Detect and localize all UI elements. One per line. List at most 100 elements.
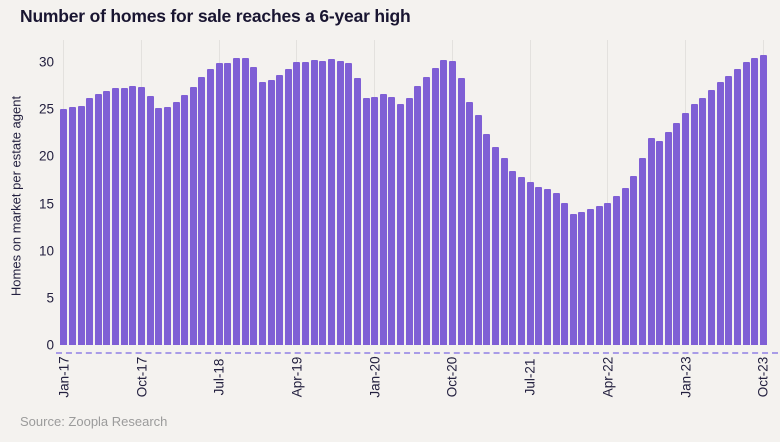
- bar: [552, 193, 560, 345]
- bar: [112, 88, 120, 345]
- bar: [509, 170, 517, 345]
- bar: [155, 108, 163, 345]
- bar: [138, 86, 146, 345]
- bar: [353, 78, 361, 345]
- x-tick-label: Apr-22: [600, 356, 616, 398]
- bar: [759, 54, 767, 345]
- y-tick-label: 25: [38, 101, 54, 117]
- bar: [215, 62, 223, 345]
- bar: [198, 77, 206, 345]
- bar: [699, 97, 707, 345]
- y-tick-label: 20: [38, 148, 54, 164]
- bar: [751, 58, 759, 345]
- bar: [621, 187, 629, 345]
- x-tick-label: Jan-20: [367, 356, 383, 398]
- bar: [725, 76, 733, 345]
- bar: [250, 66, 258, 345]
- bar: [103, 91, 111, 345]
- bar: [276, 75, 284, 345]
- bar: [474, 114, 482, 345]
- x-tick-label: Apr-19: [289, 356, 305, 398]
- bar: [647, 137, 655, 345]
- bar: [379, 94, 387, 345]
- bar: [690, 104, 698, 345]
- bar: [673, 123, 681, 345]
- source-note: Source: Zoopla Research: [20, 414, 168, 429]
- bar: [233, 58, 241, 345]
- bar: [120, 88, 128, 345]
- bar: [707, 90, 715, 345]
- x-tick-label: Jul-18: [211, 358, 227, 396]
- dashed-baseline: [56, 352, 778, 354]
- bar: [414, 85, 422, 345]
- bar: [431, 67, 439, 345]
- bar: [302, 62, 310, 345]
- bar: [595, 206, 603, 345]
- bar: [500, 158, 508, 345]
- bar: [163, 107, 171, 345]
- bar: [146, 96, 154, 345]
- bar: [207, 68, 215, 345]
- bar: [336, 61, 344, 345]
- bar: [328, 59, 335, 345]
- bar: [682, 112, 690, 345]
- bar: [526, 181, 534, 345]
- y-tick-label: 10: [38, 243, 54, 259]
- y-tick-label: 15: [38, 196, 54, 211]
- bar: [543, 189, 551, 345]
- bar: [457, 78, 465, 345]
- bar: [569, 213, 577, 345]
- bar: [535, 186, 543, 345]
- bar: [77, 106, 85, 345]
- bar: [181, 95, 189, 345]
- bar: [345, 62, 353, 345]
- vertical-gridline: [607, 40, 609, 345]
- bar: [94, 94, 102, 345]
- plot-area: [60, 40, 772, 345]
- bar: [440, 60, 448, 345]
- bar: [319, 61, 327, 345]
- bar: [362, 97, 370, 345]
- bar: [129, 85, 137, 345]
- bar: [397, 103, 405, 345]
- bar: [60, 109, 68, 345]
- x-tick-label: Oct-17: [134, 356, 150, 398]
- bar: [492, 146, 500, 345]
- y-tick-label: 30: [38, 54, 54, 70]
- bar: [86, 97, 94, 345]
- bar: [733, 68, 741, 345]
- bar: [241, 58, 249, 345]
- bar: [716, 81, 724, 345]
- bar: [388, 96, 396, 345]
- x-tick-label: Jan-17: [56, 356, 72, 398]
- bar: [630, 176, 638, 345]
- x-tick-label: Oct-20: [444, 356, 460, 398]
- chart-title: Number of homes for sale reaches a 6-yea…: [20, 6, 411, 26]
- y-tick-label: 5: [46, 290, 54, 306]
- bar: [517, 177, 525, 345]
- bar: [656, 141, 664, 345]
- bar: [405, 97, 413, 345]
- bar: [267, 79, 275, 345]
- bar: [466, 101, 474, 345]
- bar: [604, 202, 612, 345]
- bar: [371, 96, 379, 345]
- bar: [742, 62, 750, 345]
- x-tick-label: Jul-21: [522, 358, 538, 396]
- bar: [578, 212, 586, 345]
- bar: [293, 62, 301, 345]
- bar: [612, 196, 620, 345]
- bar: [483, 133, 491, 345]
- bar: [284, 68, 292, 345]
- y-tick-label: 0: [46, 337, 54, 353]
- bar: [423, 77, 430, 345]
- bar: [561, 202, 569, 345]
- bar: [664, 131, 672, 345]
- bar: [172, 101, 180, 345]
- bar: [448, 61, 456, 345]
- x-tick-label: Jan-23: [678, 356, 694, 398]
- bar: [258, 81, 266, 345]
- bar: [587, 209, 595, 345]
- x-tick-label: Oct-23: [755, 356, 771, 398]
